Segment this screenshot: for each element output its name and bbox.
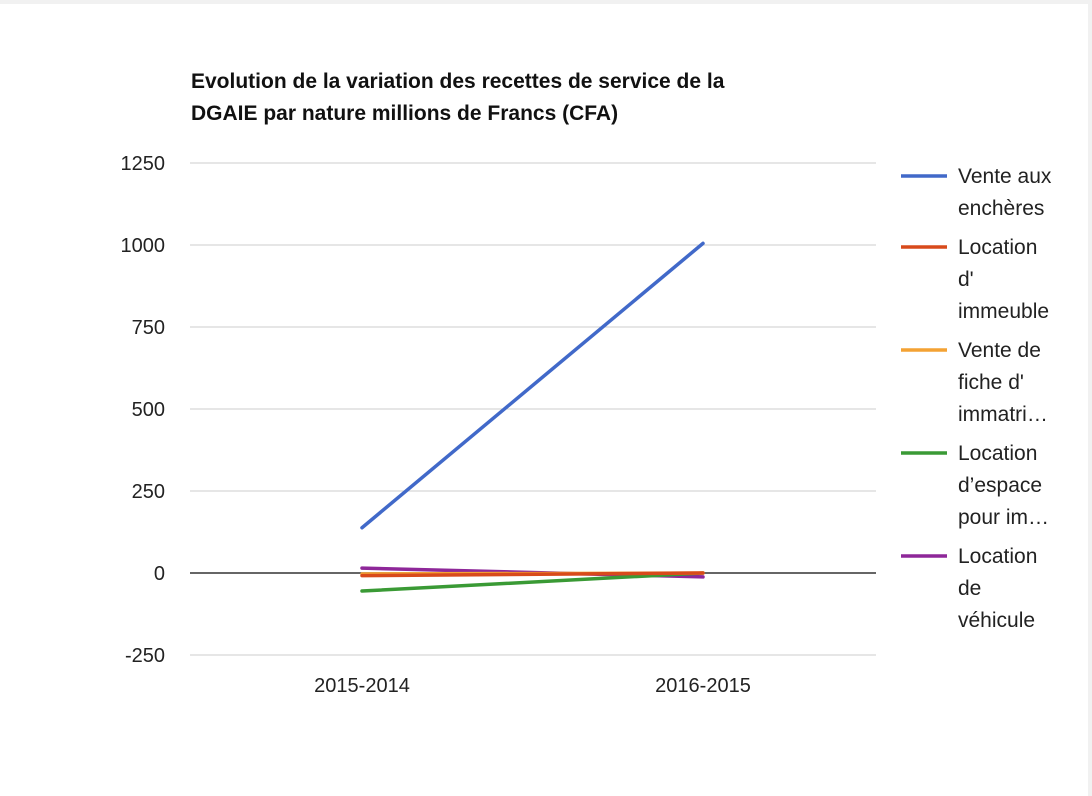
legend-label: pour im… — [958, 506, 1049, 529]
series-line — [360, 241, 705, 530]
y-tick-label: 1000 — [121, 235, 166, 257]
y-tick-label: -250 — [125, 645, 165, 667]
legend-item: Location de véhicule — [901, 545, 1037, 632]
legend-item: Vente de fiche d' immatri… — [901, 339, 1048, 426]
legend-label: Location — [958, 236, 1037, 259]
series-line — [360, 571, 705, 593]
y-tick-label: 250 — [132, 481, 165, 503]
chart-title: Evolution de la variation des recettes d… — [191, 70, 725, 125]
legend-label: Vente aux — [958, 165, 1052, 188]
y-tick-label: 500 — [132, 399, 165, 421]
legend-label: Location — [958, 442, 1037, 465]
x-tick-label: 2016-2015 — [655, 675, 751, 697]
y-tick-label: 1250 — [121, 153, 166, 175]
legend-label: Location — [958, 545, 1037, 568]
legend-label: immeuble — [958, 300, 1049, 323]
legend-item: Location d’espace pour im… — [901, 442, 1049, 529]
chart-title-line: Evolution de la variation des recettes d… — [191, 70, 725, 93]
legend-label: d’espace — [958, 474, 1042, 497]
legend-label: Vente de — [958, 339, 1041, 362]
series-lines — [360, 241, 705, 593]
chart-title-line: DGAIE par nature millions de Francs (CFA… — [191, 102, 618, 125]
legend-item: Location d' immeuble — [901, 236, 1049, 323]
y-tick-label: 0 — [154, 563, 165, 585]
x-axis-ticks: 2015-2014 2016-2015 — [314, 675, 751, 697]
series-line — [360, 571, 705, 578]
legend-item: Vente aux enchères — [901, 165, 1052, 220]
line-chart: Evolution de la variation des recettes d… — [121, 70, 1052, 697]
legend-label: de — [958, 577, 981, 600]
legend-label: fiche d' — [958, 371, 1024, 394]
legend-label: véhicule — [958, 609, 1035, 632]
legend-label: immatri… — [958, 403, 1048, 426]
y-axis-ticks: 1250 1000 750 500 250 0 -250 — [121, 153, 166, 667]
legend: Vente aux enchères Location d' immeuble Vente… — [901, 165, 1052, 632]
y-tick-label: 750 — [132, 317, 165, 339]
x-tick-label: 2015-2014 — [314, 675, 410, 697]
chart-frame: Evolution de la variation des recettes d… — [0, 4, 1088, 796]
legend-label: d' — [958, 268, 974, 291]
legend-label: enchères — [958, 197, 1044, 220]
